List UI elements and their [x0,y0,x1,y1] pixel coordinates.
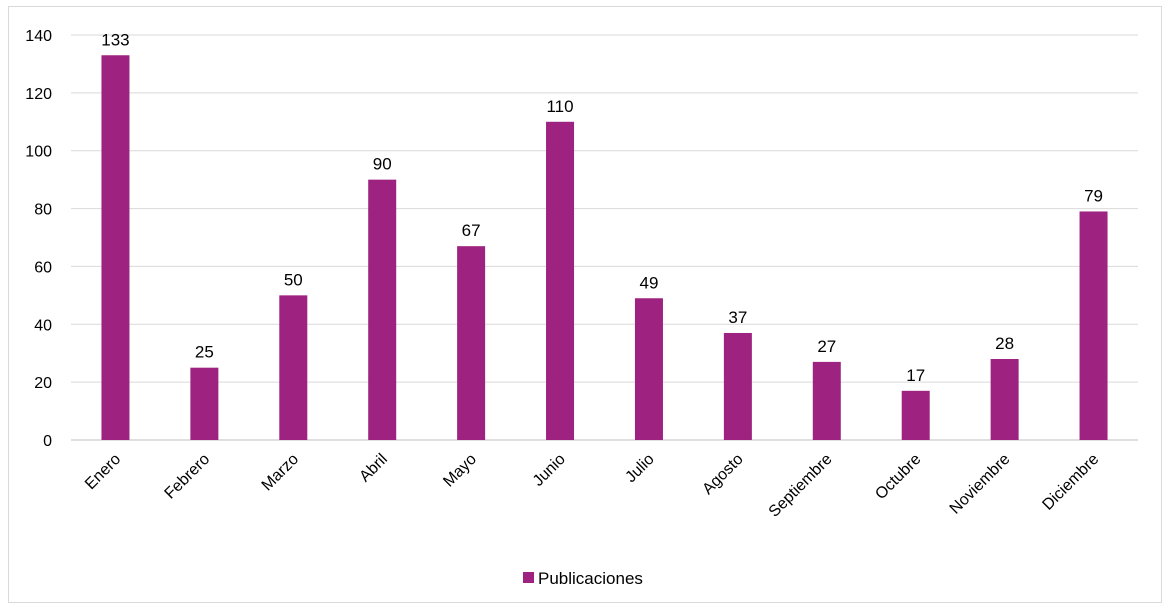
y-tick-label: 120 [25,86,52,103]
data-label-enero: 133 [101,30,129,49]
y-axis-ticks: 0 20 40 60 80 100 120 140 [25,28,52,450]
bar-julio [634,298,663,440]
bar-octubre [901,390,930,440]
bar-abril [368,179,397,440]
x-tick-label-junio: Junio [530,451,569,490]
x-tick-label-noviembre: Noviembre [947,451,1014,518]
bar-febrero [190,367,219,440]
x-tick-label-octubre: Octubre [872,451,924,503]
x-tick-label-agosto: Agosto [699,451,746,498]
y-tick-label: 0 [43,433,52,450]
data-label-diciembre: 79 [1084,186,1103,205]
legend-label-publicaciones: Publicaciones [538,569,643,588]
data-label-agosto: 37 [728,308,747,327]
chart-frame [8,6,1162,603]
bar-noviembre [990,359,1019,440]
bars [101,55,1108,441]
y-tick-label: 40 [34,317,52,334]
data-label-julio: 49 [639,273,658,292]
legend: Publicaciones [523,569,643,588]
y-tick-label: 60 [34,259,52,276]
bar-mayo [457,246,486,440]
legend-swatch [523,572,534,583]
data-label-marzo: 50 [284,270,303,289]
bar-agosto [723,332,752,440]
x-tick-label-marzo: Marzo [259,451,303,495]
bar-septiembre [812,361,841,440]
y-tick-label: 20 [34,375,52,392]
y-tick-label: 80 [34,202,52,219]
data-label-septiembre: 27 [817,337,836,356]
y-tick-label: 100 [25,144,52,161]
bar-junio [546,121,575,441]
data-label-junio: 110 [546,97,573,116]
x-tick-label-diciembre: Diciembre [1039,451,1102,514]
data-label-abril: 90 [373,155,392,174]
bar-marzo [279,295,308,440]
x-axis-ticks: Enero Febrero Marzo Abril Mayo Junio Julio Agos… [82,451,1102,521]
y-tick-label: 140 [25,28,52,45]
x-tick-label-septiembre: Septiembre [766,451,836,521]
bar-enero [101,55,130,440]
gridlines [71,34,1138,441]
data-label-noviembre: 28 [995,334,1014,353]
x-tick-label-abril: Abril [356,451,391,486]
x-tick-label-febrero: Febrero [162,451,214,503]
x-tick-label-julio: Julio [622,451,657,486]
data-label-octubre: 17 [906,366,925,385]
x-tick-label-mayo: Mayo [440,451,480,491]
data-label-febrero: 25 [195,343,214,362]
x-tick-label-enero: Enero [82,451,124,493]
data-labels: 133 25 50 90 67 110 49 37 27 17 28 79 [101,30,1103,385]
data-label-mayo: 67 [462,221,481,240]
bar-diciembre [1079,211,1108,440]
